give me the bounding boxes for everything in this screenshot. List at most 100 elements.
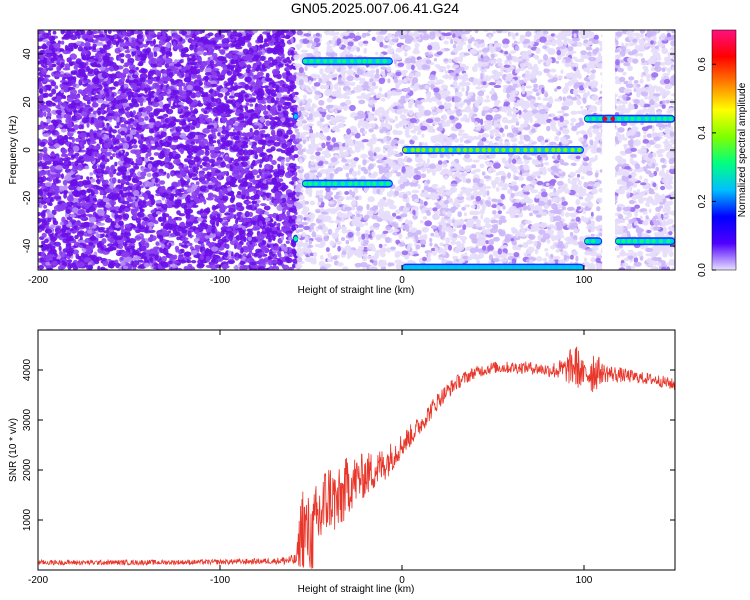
noise-speck bbox=[114, 111, 119, 117]
noise-speck bbox=[285, 240, 290, 244]
noise-speck bbox=[112, 129, 117, 134]
noise-speck bbox=[106, 122, 110, 126]
noise-speck bbox=[190, 141, 196, 145]
noise-speck bbox=[226, 205, 234, 209]
noise-speck bbox=[87, 59, 96, 63]
noise-speck bbox=[187, 111, 192, 115]
noise-speck bbox=[257, 216, 265, 221]
noise-speck bbox=[162, 213, 170, 218]
noise-speck bbox=[160, 131, 167, 138]
noise-speck bbox=[224, 251, 228, 258]
noise-speck bbox=[367, 196, 375, 203]
noise-speck bbox=[173, 254, 178, 260]
noise-speck bbox=[76, 186, 82, 192]
noise-speck bbox=[193, 85, 202, 91]
noise-speck bbox=[144, 262, 150, 268]
noise-speck bbox=[244, 30, 249, 34]
noise-speck bbox=[62, 227, 70, 231]
noise-speck bbox=[125, 181, 130, 186]
noise-speck bbox=[152, 64, 157, 67]
noise-speck bbox=[72, 207, 79, 214]
noise-speck bbox=[200, 254, 204, 260]
noise-speck bbox=[182, 48, 189, 53]
noise-speck bbox=[283, 246, 288, 253]
noise-speck bbox=[225, 244, 230, 250]
noise-speck bbox=[167, 201, 171, 205]
noise-speck bbox=[253, 45, 258, 52]
noise-speck bbox=[186, 187, 194, 193]
noise-speck bbox=[125, 53, 132, 59]
noise-speck bbox=[164, 47, 169, 51]
noise-speck bbox=[144, 94, 153, 98]
noise-speck bbox=[282, 264, 290, 270]
noise-speck bbox=[288, 85, 292, 92]
noise-speck bbox=[132, 79, 139, 83]
noise-speck bbox=[176, 131, 180, 137]
noise-speck bbox=[226, 120, 234, 126]
noise-speck bbox=[208, 192, 214, 197]
noise-speck bbox=[236, 60, 239, 68]
noise-speck bbox=[93, 68, 99, 75]
noise-speck bbox=[225, 140, 233, 147]
noise-speck bbox=[151, 101, 160, 108]
noise-speck bbox=[271, 68, 280, 76]
noise-speck bbox=[281, 184, 289, 190]
noise-speck bbox=[181, 119, 186, 126]
noise-speck bbox=[168, 215, 172, 222]
noise-speck bbox=[260, 225, 266, 229]
noise-speck bbox=[116, 116, 120, 123]
noise-speck bbox=[252, 159, 256, 167]
noise-speck bbox=[179, 147, 185, 155]
noise-speck bbox=[40, 200, 47, 205]
noise-speck bbox=[109, 172, 114, 178]
noise-speck bbox=[267, 232, 270, 237]
noise-speck bbox=[60, 40, 65, 45]
noise-speck bbox=[239, 260, 246, 266]
noise-speck bbox=[167, 135, 173, 141]
noise-speck bbox=[251, 68, 256, 73]
noise-speck bbox=[257, 190, 264, 196]
noise-speck bbox=[155, 183, 161, 187]
noise-speck bbox=[75, 137, 80, 142]
noise-speck bbox=[89, 135, 93, 141]
noise-speck bbox=[117, 244, 124, 250]
noise-speck bbox=[159, 139, 163, 145]
noise-speck bbox=[211, 177, 218, 184]
noise-speck bbox=[255, 67, 260, 72]
noise-speck bbox=[264, 77, 273, 82]
noise-speck bbox=[239, 81, 246, 85]
noise-speck bbox=[232, 86, 237, 91]
noise-speck bbox=[271, 33, 280, 39]
noise-speck bbox=[123, 62, 132, 66]
noise-speck bbox=[154, 167, 158, 172]
noise-speck bbox=[225, 176, 231, 182]
noise-speck bbox=[144, 88, 148, 94]
noise-speck bbox=[213, 206, 219, 210]
noise-speck bbox=[178, 102, 185, 106]
noise-speck bbox=[86, 30, 93, 36]
noise-speck bbox=[122, 102, 129, 107]
noise-speck bbox=[116, 172, 122, 176]
noise-speck bbox=[289, 147, 295, 154]
noise-speck bbox=[217, 257, 224, 262]
noise-speck bbox=[77, 262, 85, 268]
noise-speck bbox=[205, 52, 214, 56]
noise-speck bbox=[240, 144, 249, 149]
noise-speck bbox=[179, 60, 183, 63]
noise-speck bbox=[120, 53, 125, 58]
noise-speck bbox=[166, 172, 170, 179]
noise-speck bbox=[104, 188, 113, 193]
noise-speck bbox=[147, 70, 154, 77]
noise-speck bbox=[38, 152, 44, 159]
noise-speck bbox=[178, 250, 182, 255]
noise-speck bbox=[267, 34, 272, 41]
noise-speck bbox=[148, 216, 155, 221]
noise-speck bbox=[71, 174, 76, 178]
noise-speck bbox=[236, 32, 243, 37]
noise-speck bbox=[159, 35, 167, 40]
noise-speck bbox=[187, 230, 192, 237]
noise-speck bbox=[239, 216, 244, 220]
noise-speck bbox=[187, 198, 192, 204]
noise-speck bbox=[199, 36, 205, 43]
noise-speck bbox=[67, 262, 72, 266]
